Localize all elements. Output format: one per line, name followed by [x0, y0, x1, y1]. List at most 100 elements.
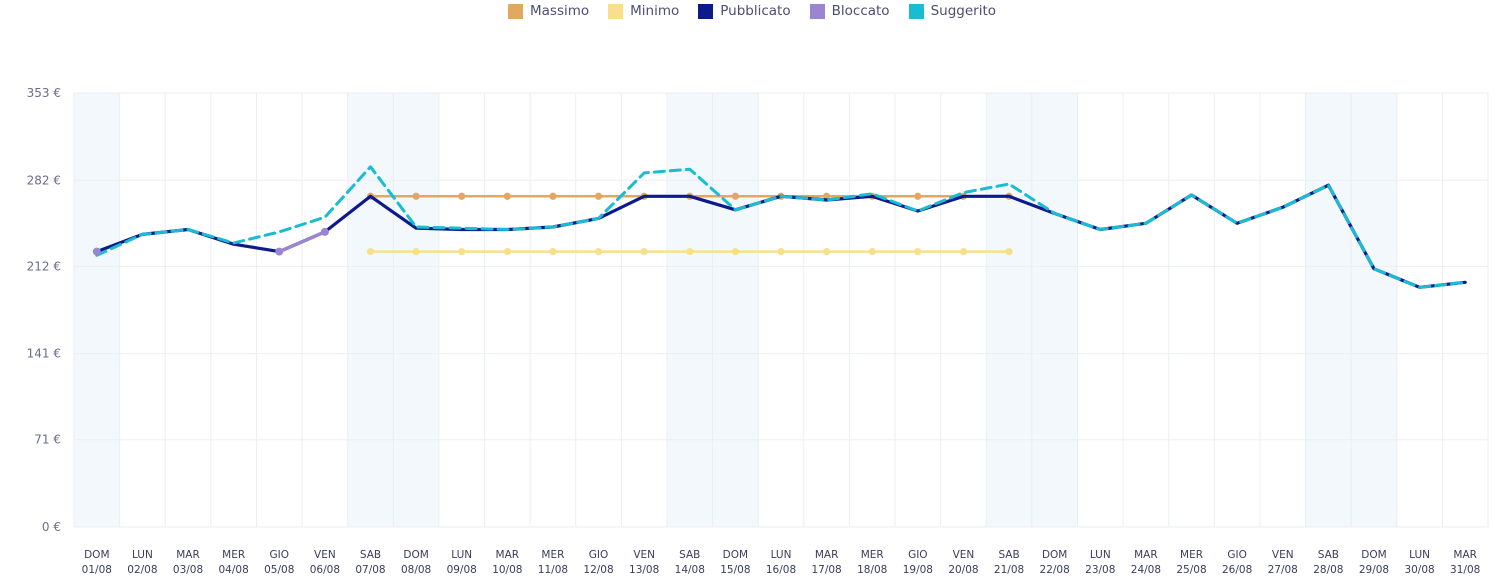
x-tick-date: 11/08 [538, 564, 568, 576]
series-point-minimo [640, 248, 648, 256]
series-point-bloccato [320, 227, 329, 236]
x-tick-day: SAB [679, 549, 700, 561]
series-point-minimo [458, 248, 466, 256]
x-tick-day: SAB [360, 549, 381, 561]
legend-item-massimo[interactable]: Massimo [507, 3, 590, 19]
x-tick-day: VEN [633, 549, 655, 561]
series-point-minimo [503, 248, 511, 256]
legend-label-pubblicato: Pubblicato [720, 3, 791, 19]
x-tick-day: MAR [176, 549, 200, 561]
x-tick-day: GIO [589, 549, 609, 561]
series-point-massimo [823, 192, 831, 200]
x-tick-date: 18/08 [857, 564, 887, 576]
x-tick-date: 27/08 [1268, 564, 1298, 576]
y-tick-label: 71 € [34, 433, 61, 447]
x-tick-day: MER [541, 549, 564, 561]
x-tick-day: LUN [771, 549, 792, 561]
x-tick-day: GIO [270, 549, 290, 561]
x-tick-date: 03/08 [173, 564, 203, 576]
series-point-massimo [458, 192, 466, 200]
x-tick-date: 19/08 [903, 564, 933, 576]
x-tick-day: VEN [1272, 549, 1294, 561]
x-tick-day: MAR [815, 549, 839, 561]
weekend-band [666, 93, 713, 527]
y-tick-label: 212 € [27, 259, 61, 273]
x-tick-date: 05/08 [264, 564, 294, 576]
x-tick-date: 02/08 [127, 564, 157, 576]
x-tick-day: LUN [132, 549, 153, 561]
x-tick-day: SAB [1318, 549, 1339, 561]
y-tick-label: 282 € [27, 173, 61, 187]
x-tick-day: MER [861, 549, 884, 561]
x-tick-day: DOM [1042, 549, 1067, 561]
x-tick-day: MAR [496, 549, 520, 561]
series-point-massimo [914, 192, 922, 200]
x-tick-day: LUN [1090, 549, 1111, 561]
legend-swatch-minimo [608, 3, 624, 19]
y-tick-label: 141 € [27, 347, 61, 361]
x-tick-date: 07/08 [355, 564, 385, 576]
x-tick-date: 23/08 [1085, 564, 1115, 576]
x-tick-day: DOM [84, 549, 109, 561]
series-point-minimo [823, 248, 831, 256]
series-point-massimo [412, 192, 420, 200]
x-tick-date: 28/08 [1313, 564, 1343, 576]
weekend-band [986, 93, 1032, 527]
x-tick-day: VEN [953, 549, 975, 561]
x-tick-date: 22/08 [1040, 564, 1070, 576]
x-tick-day: VEN [314, 549, 336, 561]
series-point-bloccato [275, 247, 284, 256]
x-tick-day: MER [222, 549, 245, 561]
series-point-minimo [1005, 248, 1013, 256]
series-point-minimo [412, 248, 420, 256]
x-tick-day: GIO [908, 549, 928, 561]
weekend-band [347, 93, 394, 527]
legend-swatch-pubblicato [698, 3, 714, 19]
x-tick-date: 20/08 [948, 564, 978, 576]
legend-swatch-suggerito [908, 3, 924, 19]
legend-item-minimo[interactable]: Minimo [608, 3, 679, 19]
series-line-bloccato [277, 230, 327, 254]
weekend-band [1351, 93, 1397, 527]
x-tick-date: 12/08 [583, 564, 613, 576]
x-tick-day: DOM [1361, 549, 1386, 561]
x-tick-date: 17/08 [811, 564, 841, 576]
x-tick-date: 30/08 [1404, 564, 1434, 576]
x-tick-date: 29/08 [1359, 564, 1389, 576]
legend-item-bloccato[interactable]: Bloccato [809, 3, 890, 19]
series-point-massimo [503, 192, 511, 200]
x-tick-day: DOM [723, 549, 748, 561]
legend-swatch-bloccato [809, 3, 825, 19]
x-tick-date: 31/08 [1450, 564, 1480, 576]
series-point-bloccato [92, 247, 101, 256]
legend-item-pubblicato[interactable]: Pubblicato [698, 3, 791, 19]
weekend-band [74, 93, 120, 527]
series-point-minimo [549, 248, 557, 256]
legend-item-suggerito[interactable]: Suggerito [908, 3, 997, 19]
x-tick-date: 01/08 [82, 564, 112, 576]
x-tick-date: 26/08 [1222, 564, 1252, 576]
x-tick-day: GIO [1227, 549, 1247, 561]
x-tick-day: DOM [403, 549, 428, 561]
series-point-massimo [594, 192, 603, 200]
series-point-minimo [594, 248, 603, 256]
series-line-suggerito [95, 165, 1467, 289]
legend: Massimo Minimo Pubblicato Bloccato Sugge… [0, 3, 1504, 19]
weekend-band [712, 93, 759, 527]
y-tick-label: 0 € [42, 520, 61, 534]
x-tick-date: 13/08 [629, 564, 659, 576]
x-tick-date: 04/08 [219, 564, 249, 576]
legend-label-massimo: Massimo [529, 3, 590, 19]
x-tick-date: 09/08 [447, 564, 477, 576]
legend-label-suggerito: Suggerito [930, 3, 997, 19]
x-tick-day: MAR [1453, 549, 1477, 561]
x-tick-date: 21/08 [994, 564, 1024, 576]
weekend-band [1305, 93, 1352, 527]
x-tick-date: 14/08 [675, 564, 705, 576]
series-point-minimo [731, 248, 739, 256]
x-tick-date: 15/08 [720, 564, 750, 576]
x-tick-date: 08/08 [401, 564, 431, 576]
weekend-band [393, 93, 439, 527]
weekend-band [1031, 93, 1078, 527]
